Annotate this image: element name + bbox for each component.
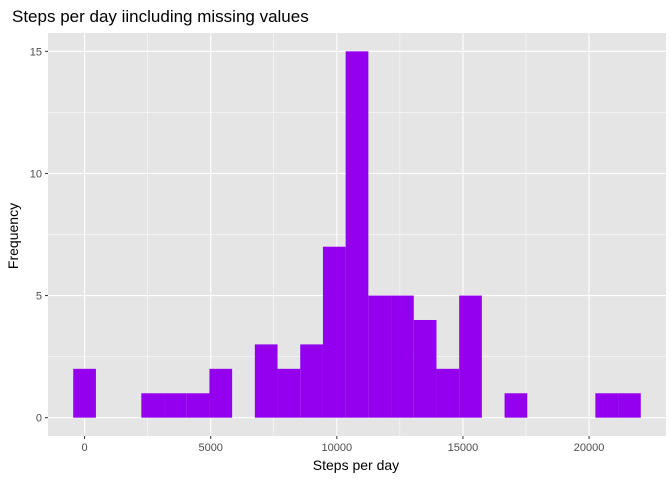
x-axis-title: Steps per day — [313, 457, 399, 473]
chart-title: Steps per day iincluding missing values — [12, 7, 309, 26]
y-axis-ticks: 0 5 10 15 — [30, 46, 48, 425]
histogram-bar — [391, 295, 414, 418]
histogram-bar — [368, 295, 392, 418]
histogram-bar — [277, 368, 301, 418]
histogram-bar — [141, 393, 165, 418]
histogram-bar — [345, 51, 369, 418]
histogram-bar — [618, 393, 641, 418]
x-tick-label: 5000 — [198, 442, 222, 454]
histogram-bar — [459, 295, 482, 418]
histogram-bar — [300, 344, 323, 418]
y-axis-title: Frequency — [5, 203, 21, 269]
histogram-bar — [254, 344, 278, 418]
histogram-bar — [504, 393, 528, 418]
histogram-bar — [73, 368, 96, 418]
x-tick-label: 15000 — [448, 442, 479, 454]
y-tick-label: 15 — [30, 46, 42, 58]
histogram-bar — [595, 393, 619, 418]
histogram-bar — [413, 319, 437, 418]
histogram-bar — [436, 368, 460, 418]
histogram-bar — [209, 368, 233, 418]
histogram-bar — [186, 393, 210, 418]
x-tick-label: 0 — [82, 442, 88, 454]
x-axis-ticks: 0 5000 10000 15000 20000 — [82, 436, 605, 454]
y-tick-label: 10 — [30, 168, 42, 180]
y-tick-label: 5 — [36, 291, 42, 303]
y-tick-label: 0 — [36, 413, 42, 425]
bars — [73, 51, 641, 418]
histogram-bar — [164, 393, 187, 418]
x-tick-label: 10000 — [322, 442, 353, 454]
histogram-bar — [322, 246, 346, 418]
x-tick-label: 20000 — [574, 442, 605, 454]
